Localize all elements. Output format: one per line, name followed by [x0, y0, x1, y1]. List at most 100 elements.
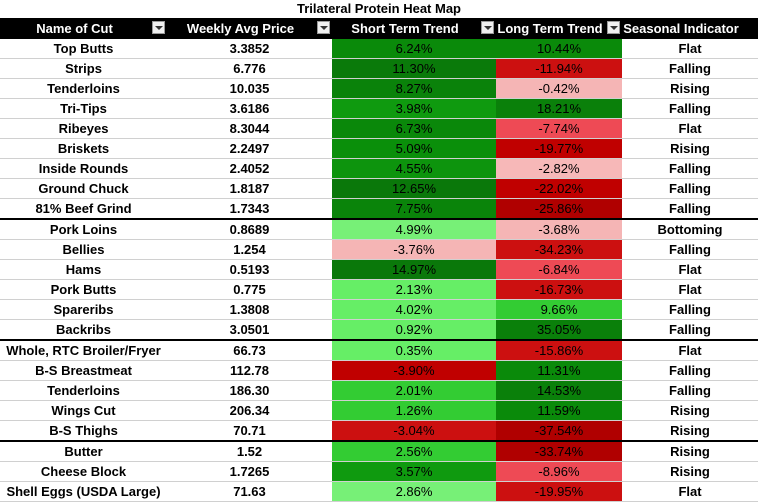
cell-seasonal[interactable]: Flat — [622, 118, 758, 139]
cell-name[interactable]: Ribeyes — [0, 118, 167, 139]
cell-name[interactable]: B-S Breastmeat — [0, 360, 167, 381]
cell-price[interactable]: 3.6186 — [167, 98, 332, 119]
cell-short-term[interactable]: 4.02% — [332, 299, 496, 320]
cell-long-term[interactable]: -37.54% — [496, 420, 622, 442]
cell-price[interactable]: 112.78 — [167, 360, 332, 381]
cell-seasonal[interactable]: Bottoming — [622, 219, 758, 240]
cell-name[interactable]: Ground Chuck — [0, 178, 167, 199]
cell-seasonal[interactable]: Falling — [622, 319, 758, 341]
cell-seasonal[interactable]: Flat — [622, 279, 758, 300]
cell-price[interactable]: 1.254 — [167, 239, 332, 260]
cell-short-term[interactable]: 0.35% — [332, 340, 496, 361]
cell-name[interactable]: Briskets — [0, 138, 167, 159]
cell-name[interactable]: Spareribs — [0, 299, 167, 320]
cell-short-term[interactable]: 6.73% — [332, 118, 496, 139]
cell-short-term[interactable]: 0.92% — [332, 319, 496, 341]
cell-name[interactable]: Strips — [0, 58, 167, 79]
cell-seasonal[interactable]: Falling — [622, 98, 758, 119]
cell-short-term[interactable]: -3.04% — [332, 420, 496, 442]
cell-long-term[interactable]: -33.74% — [496, 441, 622, 462]
cell-short-term[interactable]: 2.56% — [332, 441, 496, 462]
cell-price[interactable]: 3.3852 — [167, 39, 332, 59]
cell-price[interactable]: 1.3808 — [167, 299, 332, 320]
cell-long-term[interactable]: -2.82% — [496, 158, 622, 179]
cell-seasonal[interactable]: Falling — [622, 380, 758, 401]
cell-name[interactable]: Top Butts — [0, 39, 167, 59]
filter-dropdown-icon[interactable] — [607, 21, 620, 34]
cell-long-term[interactable]: 9.66% — [496, 299, 622, 320]
cell-short-term[interactable]: 4.55% — [332, 158, 496, 179]
cell-long-term[interactable]: 18.21% — [496, 98, 622, 119]
cell-price[interactable]: 3.0501 — [167, 319, 332, 341]
cell-long-term[interactable]: -8.96% — [496, 461, 622, 482]
cell-short-term[interactable]: -3.76% — [332, 239, 496, 260]
cell-price[interactable]: 0.5193 — [167, 259, 332, 280]
cell-short-term[interactable]: 8.27% — [332, 78, 496, 99]
cell-short-term[interactable]: -3.90% — [332, 360, 496, 381]
cell-long-term[interactable]: -22.02% — [496, 178, 622, 199]
cell-long-term[interactable]: -19.95% — [496, 481, 622, 502]
cell-long-term[interactable]: 14.53% — [496, 380, 622, 401]
cell-price[interactable]: 6.776 — [167, 58, 332, 79]
cell-seasonal[interactable]: Falling — [622, 158, 758, 179]
cell-seasonal[interactable]: Rising — [622, 78, 758, 99]
cell-price[interactable]: 186.30 — [167, 380, 332, 401]
cell-price[interactable]: 71.63 — [167, 481, 332, 502]
cell-seasonal[interactable]: Falling — [622, 198, 758, 220]
cell-long-term[interactable]: -16.73% — [496, 279, 622, 300]
cell-seasonal[interactable]: Falling — [622, 360, 758, 381]
cell-short-term[interactable]: 11.30% — [332, 58, 496, 79]
cell-long-term[interactable]: -7.74% — [496, 118, 622, 139]
cell-long-term[interactable]: 10.44% — [496, 39, 622, 59]
cell-price[interactable]: 1.8187 — [167, 178, 332, 199]
cell-long-term[interactable]: 11.31% — [496, 360, 622, 381]
cell-seasonal[interactable]: Rising — [622, 400, 758, 421]
cell-seasonal[interactable]: Flat — [622, 340, 758, 361]
cell-long-term[interactable]: -25.86% — [496, 198, 622, 220]
cell-short-term[interactable]: 1.26% — [332, 400, 496, 421]
cell-price[interactable]: 1.52 — [167, 441, 332, 462]
cell-name[interactable]: Tri-Tips — [0, 98, 167, 119]
cell-price[interactable]: 66.73 — [167, 340, 332, 361]
cell-price[interactable]: 206.34 — [167, 400, 332, 421]
cell-name[interactable]: Butter — [0, 441, 167, 462]
cell-name[interactable]: Tenderloins — [0, 380, 167, 401]
cell-price[interactable]: 0.8689 — [167, 219, 332, 240]
cell-seasonal[interactable]: Rising — [622, 420, 758, 442]
cell-short-term[interactable]: 14.97% — [332, 259, 496, 280]
filter-dropdown-icon[interactable] — [317, 21, 330, 34]
cell-price[interactable]: 1.7343 — [167, 198, 332, 220]
cell-short-term[interactable]: 2.01% — [332, 380, 496, 401]
cell-long-term[interactable]: -15.86% — [496, 340, 622, 361]
cell-short-term[interactable]: 7.75% — [332, 198, 496, 220]
cell-long-term[interactable]: -0.42% — [496, 78, 622, 99]
cell-seasonal[interactable]: Flat — [622, 259, 758, 280]
cell-price[interactable]: 1.7265 — [167, 461, 332, 482]
cell-long-term[interactable]: 11.59% — [496, 400, 622, 421]
cell-name[interactable]: Wings Cut — [0, 400, 167, 421]
cell-name[interactable]: Tenderloins — [0, 78, 167, 99]
cell-long-term[interactable]: -3.68% — [496, 219, 622, 240]
cell-name[interactable]: Backribs — [0, 319, 167, 341]
cell-short-term[interactable]: 2.13% — [332, 279, 496, 300]
cell-name[interactable]: Pork Loins — [0, 219, 167, 240]
cell-seasonal[interactable]: Flat — [622, 39, 758, 59]
cell-short-term[interactable]: 6.24% — [332, 39, 496, 59]
cell-name[interactable]: Hams — [0, 259, 167, 280]
cell-long-term[interactable]: 35.05% — [496, 319, 622, 341]
cell-price[interactable]: 8.3044 — [167, 118, 332, 139]
cell-seasonal[interactable]: Flat — [622, 481, 758, 502]
cell-price[interactable]: 0.775 — [167, 279, 332, 300]
cell-seasonal[interactable]: Falling — [622, 178, 758, 199]
cell-short-term[interactable]: 4.99% — [332, 219, 496, 240]
cell-seasonal[interactable]: Falling — [622, 58, 758, 79]
cell-long-term[interactable]: -34.23% — [496, 239, 622, 260]
cell-short-term[interactable]: 5.09% — [332, 138, 496, 159]
cell-long-term[interactable]: -6.84% — [496, 259, 622, 280]
cell-name[interactable]: Pork Butts — [0, 279, 167, 300]
cell-long-term[interactable]: -19.77% — [496, 138, 622, 159]
cell-seasonal[interactable]: Falling — [622, 239, 758, 260]
cell-name[interactable]: Whole, RTC Broiler/Fryer — [0, 340, 167, 361]
filter-dropdown-icon[interactable] — [481, 21, 494, 34]
cell-seasonal[interactable]: Rising — [622, 441, 758, 462]
